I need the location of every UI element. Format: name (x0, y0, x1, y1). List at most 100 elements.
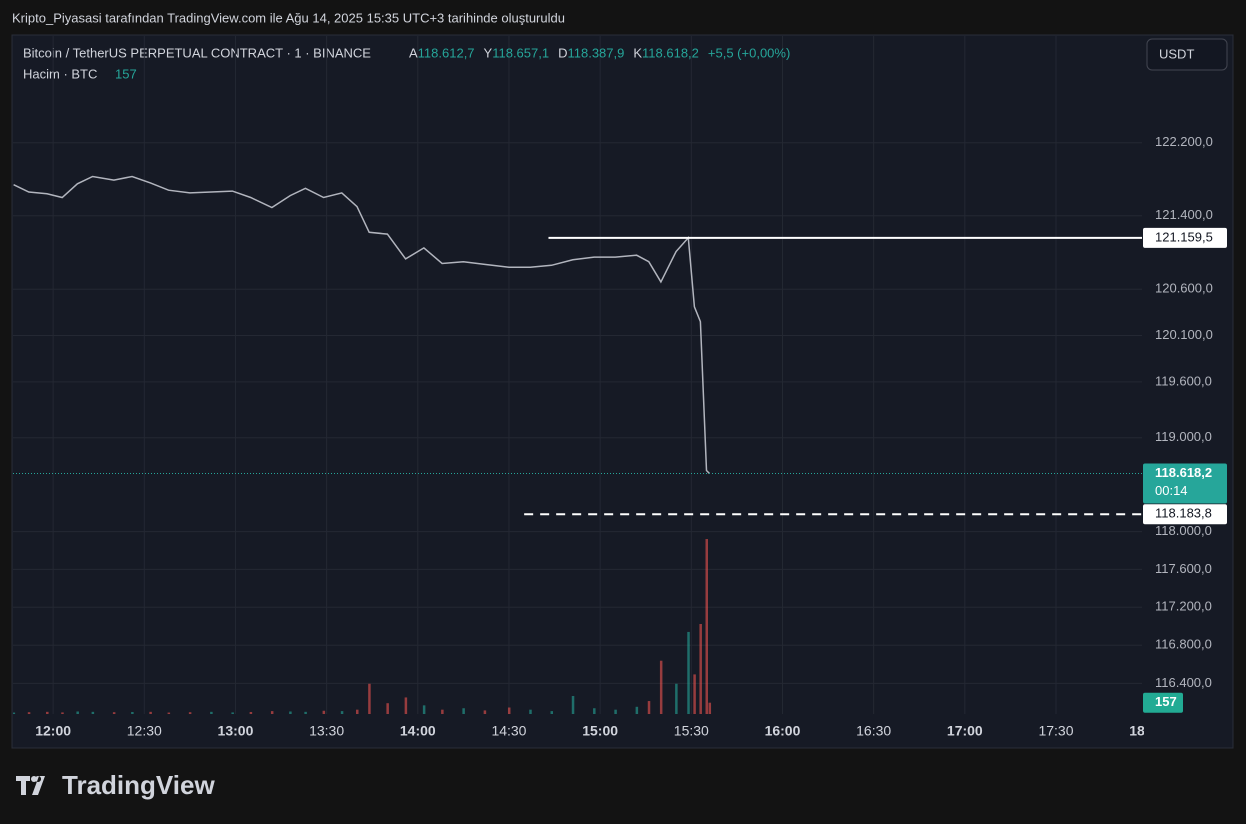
volume-bar (687, 631, 690, 714)
volume-bar (27, 712, 31, 714)
brand: TradingView (62, 770, 215, 800)
x-tick-label: 13:00 (218, 723, 254, 739)
logo (16, 776, 45, 795)
header-title: Kripto_Piyasasi tarafından TradingView.c… (12, 10, 565, 25)
volume-bar (483, 710, 487, 714)
volume-bar (593, 708, 596, 714)
last-price-label: 118.618,2 (1155, 465, 1212, 480)
volume-bar (304, 711, 307, 714)
level-label: 121.159,5 (1155, 229, 1213, 244)
volume-bar (441, 709, 444, 714)
volume-bar (659, 660, 663, 714)
volume-bar (46, 711, 49, 714)
volume-bar (368, 683, 371, 714)
ohlc-value: 118.387,9 (567, 45, 624, 60)
x-tick: 15:00 (582, 723, 618, 739)
x-tick-label: 15:00 (582, 723, 618, 739)
x-tick: 12:00 (35, 723, 71, 739)
volume-bar (167, 712, 171, 714)
y-tick-label: 119.600,0 (1155, 373, 1212, 388)
y-tick-label: 121.400,0 (1155, 207, 1213, 222)
countdown: 00:14 (1155, 483, 1188, 498)
currency: USDT (1159, 46, 1194, 61)
x-tick-label: 15:30 (674, 723, 709, 739)
currency-button[interactable] (1146, 38, 1228, 71)
volume-badge-label: 157 (1155, 694, 1177, 709)
level-label: 118.183,8 (1155, 506, 1212, 521)
symbol: Bitcoin / TetherUS PERPETUAL CONTRACT · … (23, 45, 371, 60)
x-tick-label: 16:30 (856, 723, 891, 739)
y-tick-label: 122.200,0 (1155, 134, 1213, 149)
volume-title: Hacim · BTC (23, 66, 97, 81)
x-tick-label: 14:30 (491, 723, 526, 739)
change: +5,5 (+0,00%) (708, 45, 790, 60)
x-tick-label: 17:30 (1038, 723, 1073, 739)
volume-bar (61, 712, 64, 714)
volume-bar (571, 696, 575, 714)
last-price-badge (1143, 463, 1227, 504)
y-tick-label: 118.000,0 (1155, 523, 1212, 538)
price-line (13, 175, 711, 475)
x-tick: 15:30 (674, 723, 709, 739)
volume-bar (675, 683, 678, 714)
volume-bar (91, 711, 95, 714)
ohlc-value: 118.612,7 (418, 45, 475, 60)
level-badge (1143, 227, 1227, 248)
level-badge (1143, 504, 1227, 525)
ohlc-value: 118.657,1 (492, 45, 549, 60)
x-tick-label: 12:00 (35, 723, 71, 739)
ohlc-key: A (409, 45, 418, 60)
volume-bar (635, 706, 639, 714)
x-tick-label: 16:00 (765, 723, 801, 739)
y-tick-label: 120.100,0 (1155, 327, 1213, 342)
y-tick-label: 116.400,0 (1155, 675, 1212, 690)
x-tick-label: 14:00 (400, 723, 436, 739)
volume-bar (210, 711, 213, 714)
ohlc-key: D (558, 45, 567, 60)
x-tick: 16:30 (856, 723, 891, 739)
volume-bar (705, 539, 709, 714)
volume-bar (647, 701, 651, 714)
x-tick-label: 18:00 (1129, 723, 1165, 739)
volume-bar (340, 711, 344, 714)
volume-bar (131, 711, 134, 714)
volume-bar (404, 697, 408, 714)
volume-bar (249, 711, 253, 714)
volume-bar (231, 712, 234, 714)
x-tick-label: 13:30 (309, 723, 344, 739)
volume-bar (699, 624, 702, 714)
volume-bar (386, 703, 389, 714)
x-tick: 13:30 (309, 723, 344, 739)
volume-bar (149, 711, 152, 714)
volume-bar (550, 711, 554, 714)
x-tick: 18:00 (1129, 723, 1165, 739)
x-tick: 17:00 (947, 723, 983, 739)
y-tick-label: 117.600,0 (1155, 561, 1212, 576)
volume-value: 157 (115, 66, 137, 81)
volume-bar (693, 674, 696, 714)
y-tick-label: 116.800,0 (1155, 637, 1212, 652)
x-tick: 14:00 (400, 723, 436, 739)
ohlc-key: Y (484, 45, 493, 60)
volume-bar (708, 702, 712, 714)
volume-bar (507, 707, 511, 714)
volume-bar (422, 705, 426, 714)
volume-bar (462, 708, 465, 714)
x-tick-label: 12:30 (127, 723, 162, 739)
x-tick: 12:30 (127, 723, 162, 739)
y-tick-label: 120.600,0 (1155, 281, 1213, 296)
x-tick: 14:30 (491, 723, 526, 739)
ohlc-value: 118.618,2 (642, 45, 699, 60)
volume-bar (112, 712, 116, 714)
volume-bar (289, 711, 292, 714)
volume-bar (322, 710, 326, 714)
x-tick: 17:30 (1038, 723, 1073, 739)
volume-bar (270, 711, 274, 714)
volume-bar (76, 711, 79, 714)
volume-bar (356, 709, 359, 714)
ohlc-key: K (633, 45, 642, 60)
volume-badge (1143, 692, 1183, 713)
y-tick-label: 117.200,0 (1155, 599, 1212, 614)
